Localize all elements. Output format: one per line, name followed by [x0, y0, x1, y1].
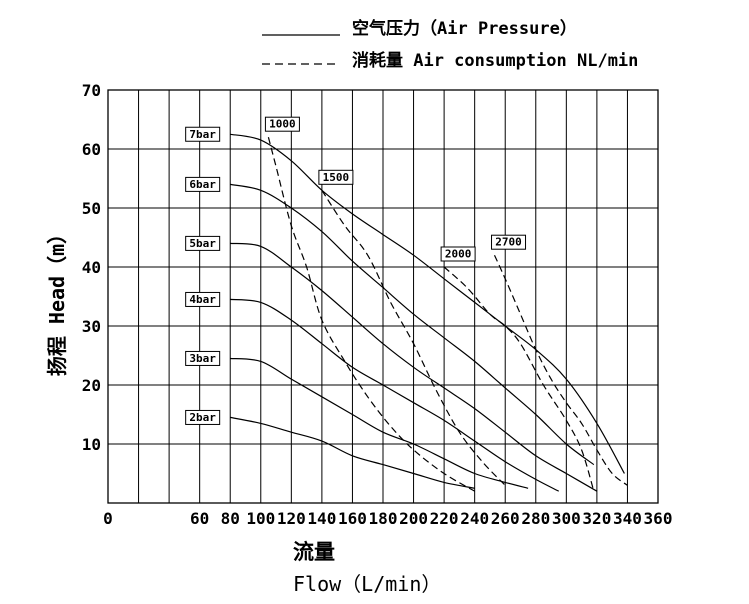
series-label-1000: 1000	[264, 116, 300, 132]
x-tick-label: 200	[399, 509, 428, 528]
series-label-box	[491, 234, 527, 250]
x-tick-labels: 0 60 80 100 120 140 160 180 200 220 240 260 280 300 32…	[103, 509, 672, 528]
x-axis-title-cn: 流量	[293, 540, 335, 564]
x-tick-label: 100	[246, 509, 275, 528]
x-tick-label: 300	[552, 509, 581, 528]
series-line-2700	[493, 254, 628, 486]
series-line-1500	[321, 189, 506, 486]
x-tick-label: 160	[338, 509, 367, 528]
y-axis-title: 扬程 Head（m）	[45, 224, 69, 376]
series-label-text: 1500	[323, 171, 350, 184]
series-label-text: 2bar	[189, 411, 216, 424]
x-tick-label: 240	[460, 509, 489, 528]
series-label-6bar: 6bar	[185, 176, 221, 192]
x-tick-label: 260	[491, 509, 520, 528]
x-tick-label: 180	[369, 509, 398, 528]
series-label-1500: 1500	[318, 169, 354, 185]
series-label-box	[264, 116, 300, 132]
y-tick-label: 50	[82, 199, 101, 218]
x-tick-label: 60	[190, 509, 209, 528]
x-tick-label: 320	[582, 509, 611, 528]
x-tick-label: 220	[430, 509, 459, 528]
legend: 空气压力（Air Pressure） 消耗量 Air consumption N…	[262, 18, 638, 71]
series-label-text: 3bar	[189, 352, 216, 365]
series-group	[230, 133, 628, 492]
y-tick-label: 60	[82, 140, 101, 159]
y-tick-label: 10	[82, 435, 101, 454]
series-line-2000	[443, 266, 595, 492]
y-tick-label: 30	[82, 317, 101, 336]
legend-consumption-label: 消耗量 Air consumption NL/min	[352, 50, 638, 71]
series-label-5bar: 5bar	[185, 235, 221, 251]
x-axis-title: Flow（L/min）	[293, 572, 441, 596]
series-label-box	[318, 169, 354, 185]
y-tick-labels: 10 20 30 40 50 60 70	[82, 81, 101, 454]
series-line-6bar	[230, 183, 595, 466]
series-label-box	[185, 235, 221, 251]
series-label-text: 5bar	[189, 237, 216, 250]
series-label-box	[185, 176, 221, 192]
x-tick-label: 360	[644, 509, 673, 528]
series-label-text: 6bar	[189, 178, 216, 191]
x-tick-label: 120	[277, 509, 306, 528]
series-label-2000: 2000	[440, 246, 476, 262]
x-tick-label: 140	[307, 509, 336, 528]
x-tick-label: 0	[103, 509, 113, 528]
series-label-7bar: 7bar	[185, 126, 221, 142]
x-tick-label: 340	[613, 509, 642, 528]
y-tick-label: 40	[82, 258, 101, 277]
series-line-5bar	[230, 242, 598, 492]
grid	[108, 90, 658, 503]
series-label-2bar: 2bar	[185, 409, 221, 425]
series-label-box	[185, 291, 221, 307]
legend-pressure-label: 空气压力（Air Pressure）	[352, 18, 577, 39]
series-label-text: 7bar	[189, 128, 216, 141]
y-tick-label: 20	[82, 376, 101, 395]
series-label-box	[185, 409, 221, 425]
plot-frame	[107, 89, 659, 504]
series-line-2bar	[230, 416, 475, 489]
x-tick-label: 280	[521, 509, 550, 528]
series-label-2700: 2700	[491, 234, 527, 250]
series-line-3bar	[230, 357, 529, 489]
series-label-text: 1000	[269, 118, 296, 131]
x-tick-label: 80	[221, 509, 240, 528]
series-label-box	[185, 350, 221, 366]
series-label-text: 2700	[495, 236, 522, 249]
series-label-text: 2000	[445, 248, 472, 261]
series-label-4bar: 4bar	[185, 291, 221, 307]
series-line-4bar	[230, 298, 559, 492]
series-label-box	[185, 126, 221, 142]
series-label-text: 4bar	[189, 293, 216, 306]
series-line-7bar	[230, 133, 625, 474]
y-tick-label: 70	[82, 81, 101, 100]
series-label-box	[440, 246, 476, 262]
series-label-3bar: 3bar	[185, 350, 221, 366]
series-labels: 7bar 6bar 5bar 4bar 3bar 2bar 1000 1500 2000 2700	[185, 116, 527, 425]
